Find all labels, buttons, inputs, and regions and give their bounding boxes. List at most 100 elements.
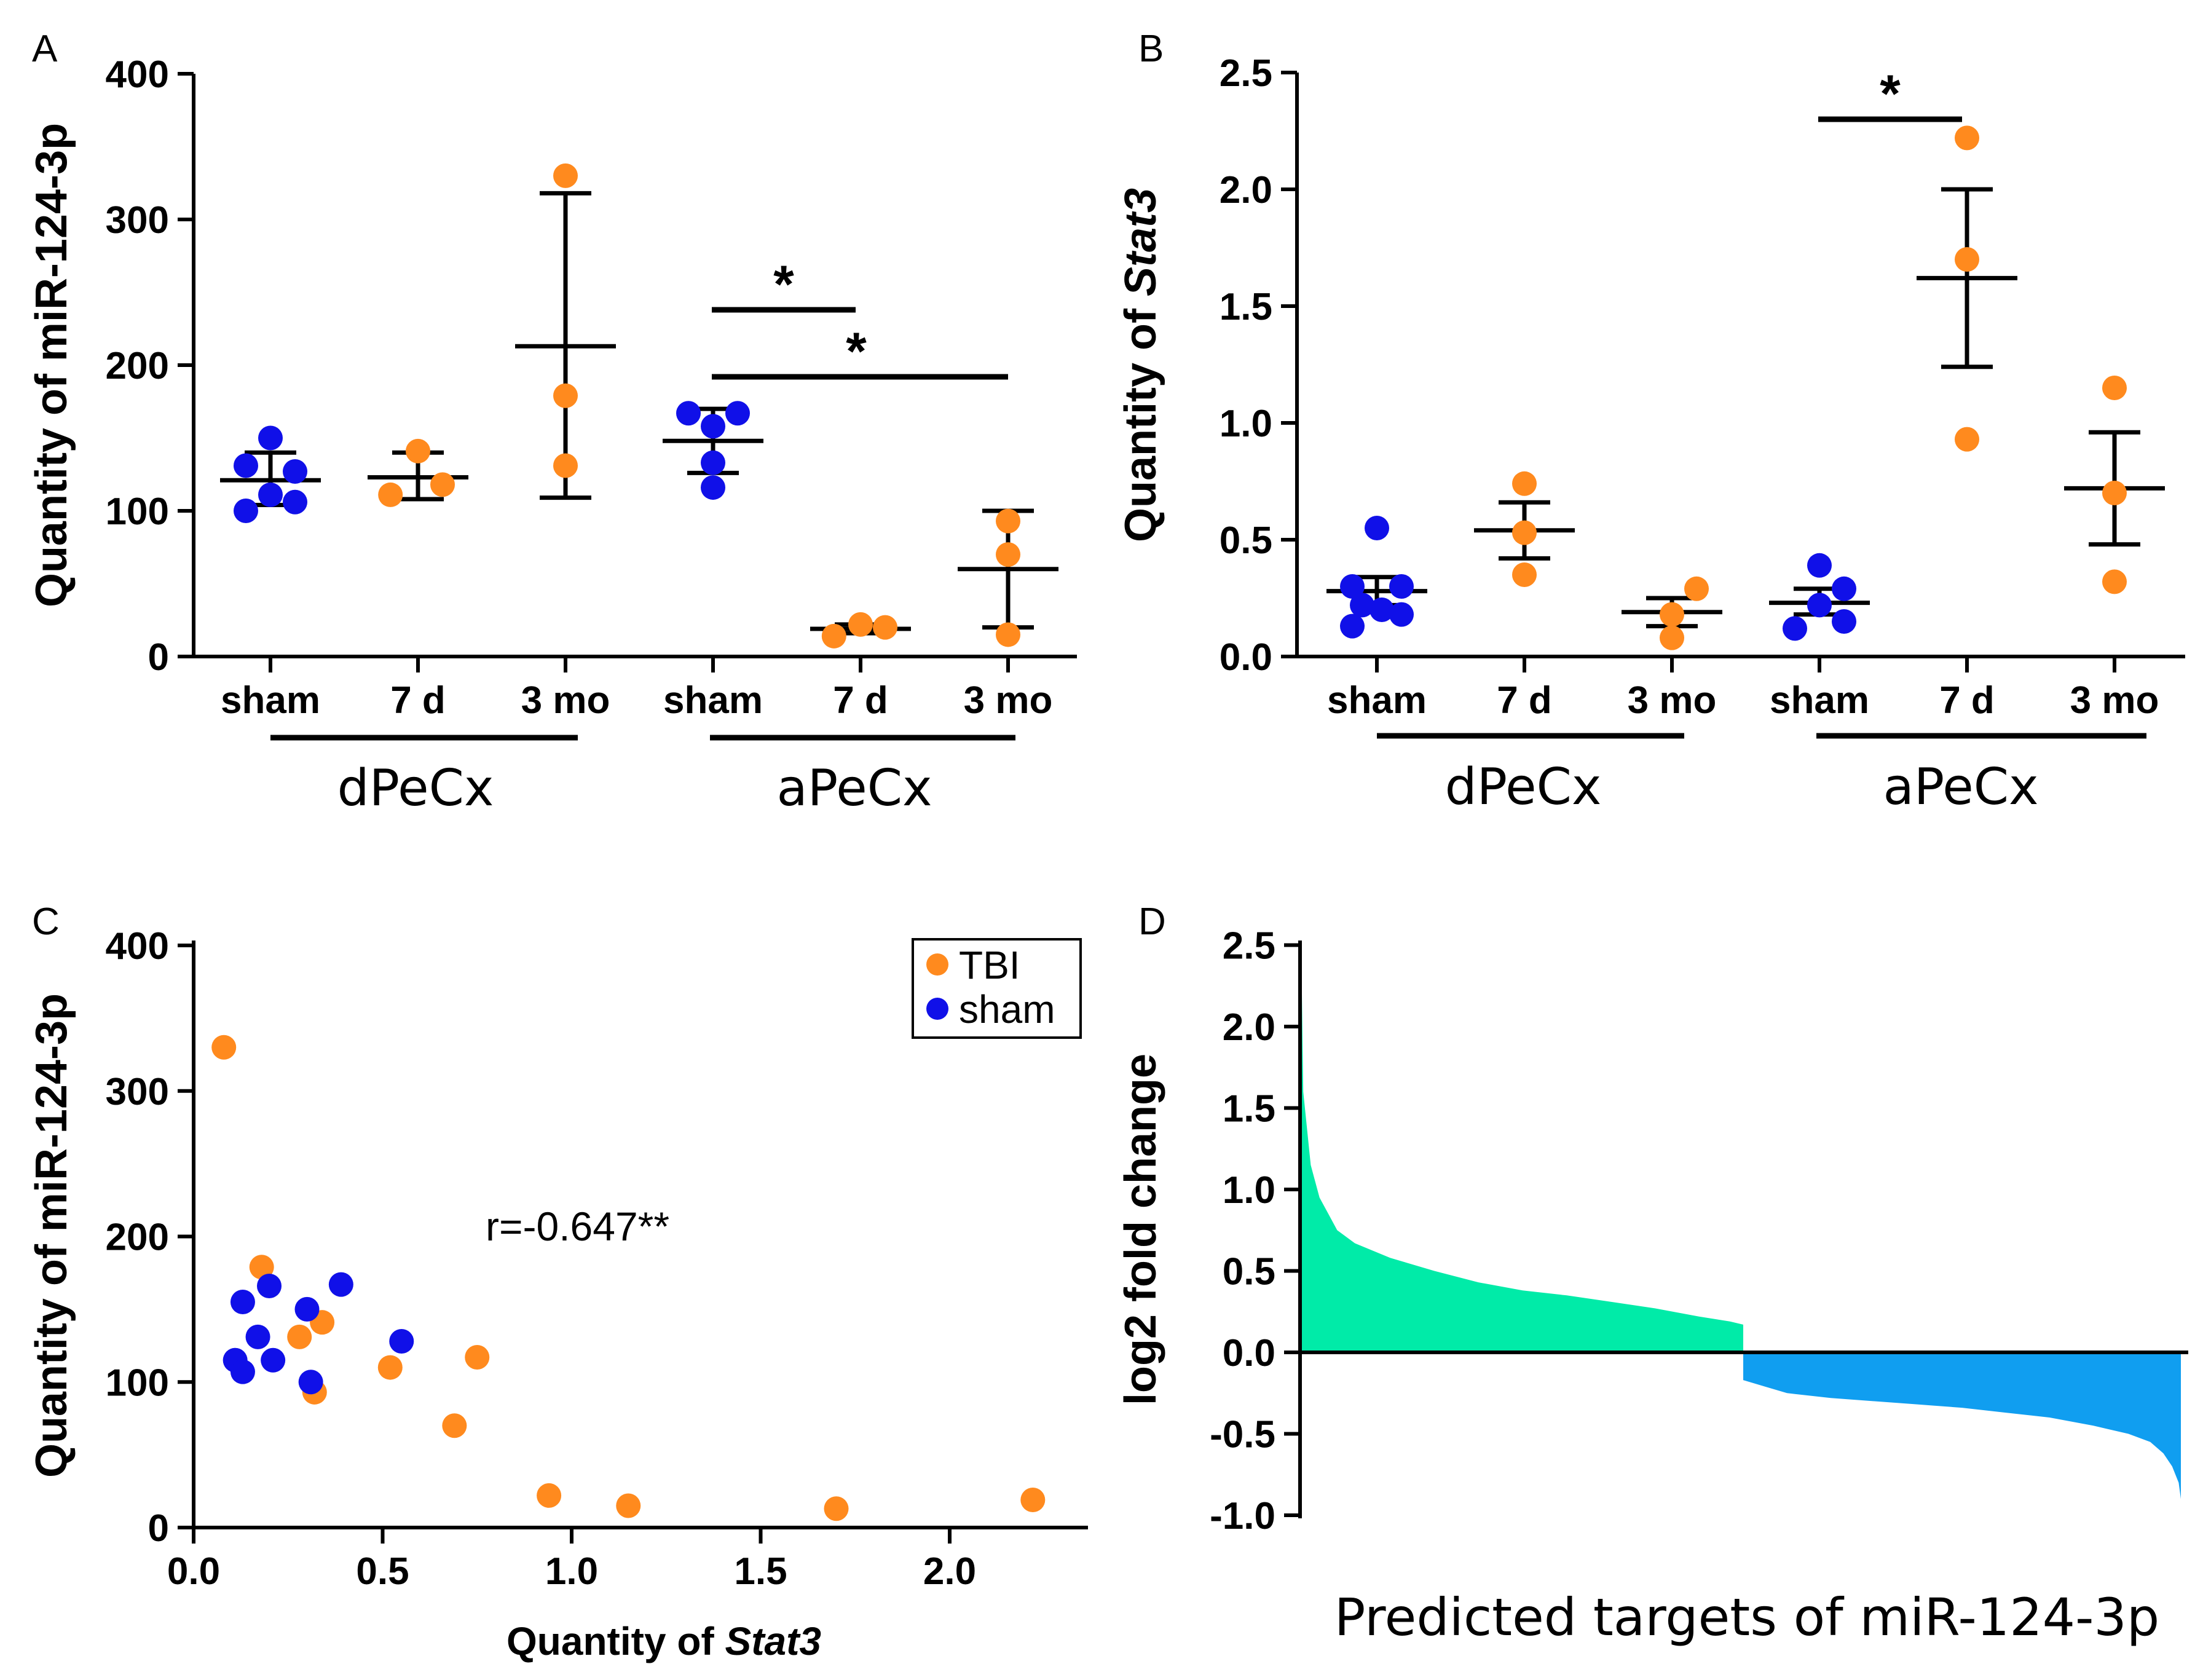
- panel-b: B Quantity of Stat3 0.0 0.5 1.0 1.5 2.0 2.5 s…: [1116, 28, 2185, 816]
- data-point-sham: [328, 1272, 353, 1297]
- significance-star: *: [846, 322, 867, 381]
- x-tick-label: 2.0: [923, 1550, 976, 1593]
- y-tick-label: 300: [106, 199, 169, 242]
- y-tick-label: 100: [106, 491, 169, 533]
- panel-b-y-label: Quantity of Stat3: [1116, 188, 1165, 542]
- data-point: [821, 623, 846, 649]
- y-tick-label: 400: [106, 925, 169, 968]
- data-point-sham: [230, 1290, 255, 1315]
- y-tick-label: 1.0: [1223, 1169, 1275, 1212]
- data-point: [406, 438, 430, 463]
- data-point: [1389, 602, 1414, 627]
- data-point: [1955, 125, 1979, 151]
- data-point: [1389, 574, 1414, 599]
- data-point: [996, 542, 1020, 567]
- panel-d-x-title: Predicted targets of miR-124-3p: [1334, 1587, 2159, 1647]
- y-tick-label: 0.5: [1220, 519, 1272, 562]
- x-tick-label: 7 d: [1497, 679, 1552, 722]
- data-point: [1660, 602, 1684, 627]
- correlation-annotation: r=-0.647**: [486, 1204, 669, 1249]
- data-point: [2102, 569, 2127, 594]
- y-tick-label: 0.0: [1220, 636, 1272, 679]
- data-point: [1955, 247, 1979, 272]
- y-tick-label: 0: [148, 636, 169, 679]
- downregulated-bars: [1743, 1352, 2181, 1499]
- panel-c: C Quantity of miR-124-3p Quantity of Sta…: [27, 901, 1088, 1663]
- y-tick-label: 2.0: [1223, 1006, 1275, 1049]
- data-point: [2102, 481, 2127, 505]
- x-tick-label: 0.0: [167, 1550, 220, 1593]
- legend-label-tbi: TBI: [959, 943, 1020, 987]
- panel-c-x-label: Quantity of Stat3: [506, 1619, 821, 1663]
- significance-star: *: [773, 255, 794, 314]
- legend-marker-sham: [926, 998, 948, 1020]
- data-point: [676, 401, 701, 426]
- data-point: [848, 612, 873, 637]
- panel-a-letter: A: [32, 28, 58, 70]
- data-point-tbi: [824, 1496, 849, 1521]
- x-tick-label: 0.5: [356, 1550, 409, 1593]
- x-tick-label: 1.0: [545, 1550, 598, 1593]
- data-point: [1955, 427, 1979, 452]
- data-point: [701, 450, 725, 475]
- y-tick-label: 2.5: [1223, 925, 1275, 968]
- y-tick-label: -1.0: [1210, 1495, 1275, 1537]
- data-point: [234, 499, 258, 523]
- data-point: [553, 453, 578, 478]
- y-tick-label: 1.5: [1220, 286, 1272, 328]
- data-point-sham: [389, 1328, 414, 1354]
- data-point-tbi: [1020, 1488, 1046, 1513]
- y-tick-label: 300: [106, 1071, 169, 1113]
- data-point: [1512, 520, 1537, 545]
- data-point-tbi: [465, 1345, 490, 1370]
- y-tick-label: 1.0: [1220, 403, 1272, 445]
- group-label-apecx: aPeCx: [1883, 758, 2038, 816]
- data-point: [553, 163, 578, 188]
- data-point-sham: [230, 1359, 255, 1384]
- y-tick-label: 0: [148, 1507, 169, 1550]
- label-gene: Stat3: [725, 1619, 822, 1663]
- data-point-tbi: [211, 1035, 237, 1060]
- data-point-sham: [298, 1370, 323, 1395]
- legend: TBI sham: [912, 938, 1082, 1039]
- data-point: [1350, 593, 1374, 618]
- x-tick-label: 7 d: [1939, 679, 1995, 722]
- data-point-sham: [245, 1324, 270, 1349]
- data-point: [996, 508, 1020, 534]
- data-point: [1807, 593, 1832, 618]
- data-point: [1807, 553, 1832, 578]
- data-point-sham: [261, 1347, 286, 1373]
- data-point: [1512, 562, 1537, 587]
- data-point: [1783, 616, 1807, 641]
- x-tick-label: 3 mo: [1628, 679, 1717, 722]
- panel-a-y-label: Quantity of miR-124-3p: [27, 123, 76, 607]
- data-point-tbi: [249, 1255, 274, 1280]
- y-tick-label: 200: [106, 345, 169, 387]
- legend-marker-tbi: [926, 953, 948, 976]
- data-point: [725, 401, 750, 426]
- panel-c-letter: C: [32, 901, 60, 943]
- x-tick-label: 3 mo: [964, 679, 1053, 722]
- panel-d-letter: D: [1138, 901, 1166, 943]
- data-point: [258, 425, 283, 451]
- data-point-sham: [294, 1296, 320, 1322]
- data-point: [873, 615, 897, 640]
- data-point: [258, 482, 283, 507]
- panel-b-y-label-text: Quantity of Stat3: [1116, 188, 1165, 542]
- data-point: [1660, 625, 1684, 650]
- panel-d: D log2 fold change Predicted targets of …: [1116, 901, 2188, 1647]
- data-point-tbi: [377, 1355, 403, 1380]
- data-point: [1340, 613, 1365, 639]
- x-tick-label: sham: [1327, 679, 1427, 722]
- x-tick-label: 3 mo: [521, 679, 610, 722]
- data-point-tbi: [616, 1493, 641, 1518]
- data-point: [1832, 576, 1856, 601]
- y-tick-label: 400: [106, 53, 169, 96]
- panel-b-letter: B: [1138, 28, 1164, 70]
- y-tick-label: 0.5: [1223, 1251, 1275, 1293]
- data-point: [1512, 471, 1537, 496]
- y-tick-label: -0.5: [1210, 1414, 1275, 1456]
- x-tick-label: sham: [1770, 679, 1869, 722]
- data-point-sham: [257, 1273, 282, 1298]
- x-tick-label: 7 d: [833, 679, 888, 722]
